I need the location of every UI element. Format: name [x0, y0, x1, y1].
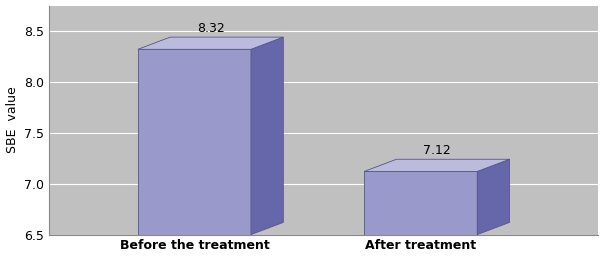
Polygon shape — [138, 49, 251, 235]
Polygon shape — [251, 37, 283, 235]
Polygon shape — [364, 172, 477, 235]
Y-axis label: SBE  value: SBE value — [5, 87, 19, 154]
Polygon shape — [364, 159, 510, 172]
Text: 7.12: 7.12 — [423, 144, 451, 157]
Text: 8.32: 8.32 — [197, 22, 225, 35]
Polygon shape — [477, 159, 510, 235]
Polygon shape — [138, 37, 283, 49]
